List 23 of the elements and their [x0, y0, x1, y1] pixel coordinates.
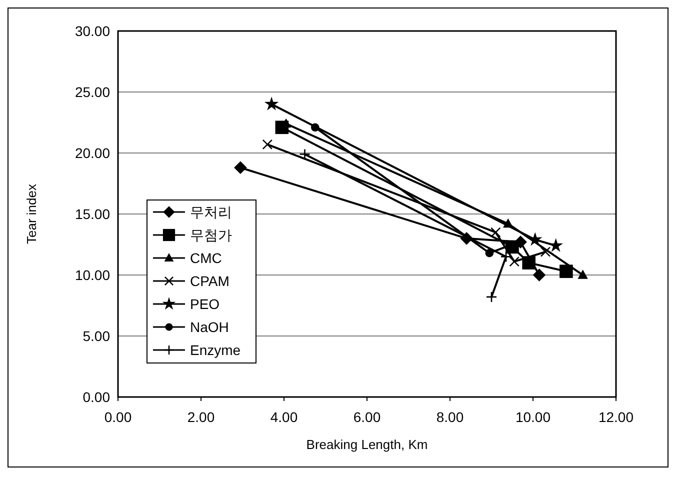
legend-label: CPAM — [190, 273, 230, 289]
x-tick-label: 6.00 — [353, 409, 381, 425]
y-tick-label: 5.00 — [82, 328, 110, 344]
legend-label: NaOH — [190, 319, 229, 335]
x-tick-label: 8.00 — [436, 409, 464, 425]
x-tick-label: 2.00 — [187, 409, 215, 425]
y-tick-label: 30.00 — [74, 23, 110, 39]
legend-label: 무첨가 — [190, 227, 232, 243]
x-tick-label: 10.00 — [515, 409, 551, 425]
x-axis-title: Breaking Length, Km — [306, 437, 428, 452]
x-tick-label: 4.00 — [270, 409, 298, 425]
y-axis-title: Tear index — [24, 184, 39, 244]
y-tick-label: 10.00 — [74, 267, 110, 283]
legend-label: CMC — [190, 250, 222, 266]
legend-label: Enzyme — [190, 342, 241, 358]
x-tick-label: 12.00 — [598, 409, 634, 425]
y-tick-label: 20.00 — [74, 145, 110, 161]
y-tick-label: 15.00 — [74, 206, 110, 222]
x-tick-label: 0.00 — [104, 409, 132, 425]
legend-label: 무처리 — [190, 204, 232, 220]
y-tick-label: 25.00 — [74, 84, 110, 100]
y-tick-label: 0.00 — [82, 389, 110, 405]
legend-label: PEO — [190, 296, 220, 312]
